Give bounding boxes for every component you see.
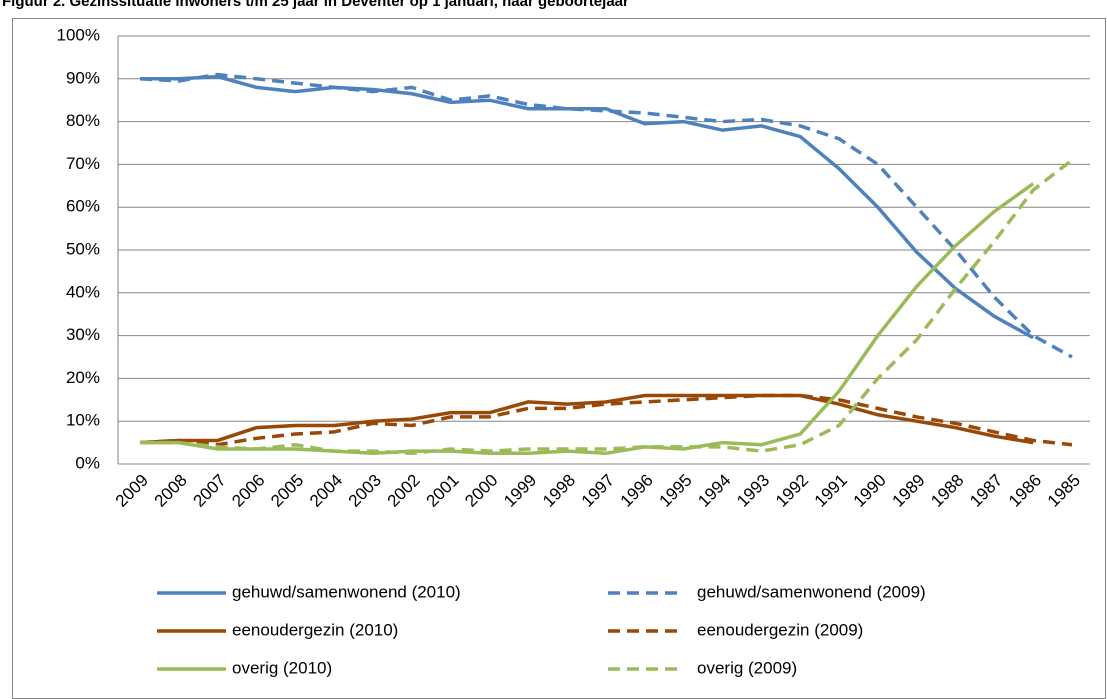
y-tick-label: 10% (66, 411, 100, 430)
legend-label: gehuwd/samenwonend (2010) (232, 582, 461, 601)
series-line (140, 182, 1035, 456)
legend-label: overig (2009) (697, 658, 797, 677)
legend-label: eenoudergezin (2009) (697, 620, 863, 639)
y-tick-label: 70% (66, 154, 100, 173)
y-tick-label: 20% (66, 368, 100, 387)
y-tick-label: 50% (66, 239, 100, 258)
legend-label: overig (2010) (232, 658, 332, 677)
series-line (140, 74, 1035, 340)
series-line (139, 72, 1073, 359)
y-tick-label: 30% (66, 325, 100, 344)
series-line (139, 393, 1034, 445)
legend-label: gehuwd/samenwonend (2009) (697, 582, 926, 601)
y-tick-label: 40% (66, 282, 100, 301)
y-tick-label: 90% (66, 68, 100, 87)
series-line (140, 158, 1074, 456)
legend-label: eenoudergezin (2010) (232, 620, 398, 639)
y-tick-label: 60% (66, 197, 100, 216)
chart-frame (12, 18, 1106, 699)
y-tick-label: 80% (66, 111, 100, 130)
series-line (139, 393, 1073, 447)
y-tick-label: 0% (75, 453, 100, 472)
y-tick-label: 100% (57, 25, 100, 44)
chart-title: Figuur 2. Gezinssituatie inwoners t/m 25… (2, 0, 629, 10)
